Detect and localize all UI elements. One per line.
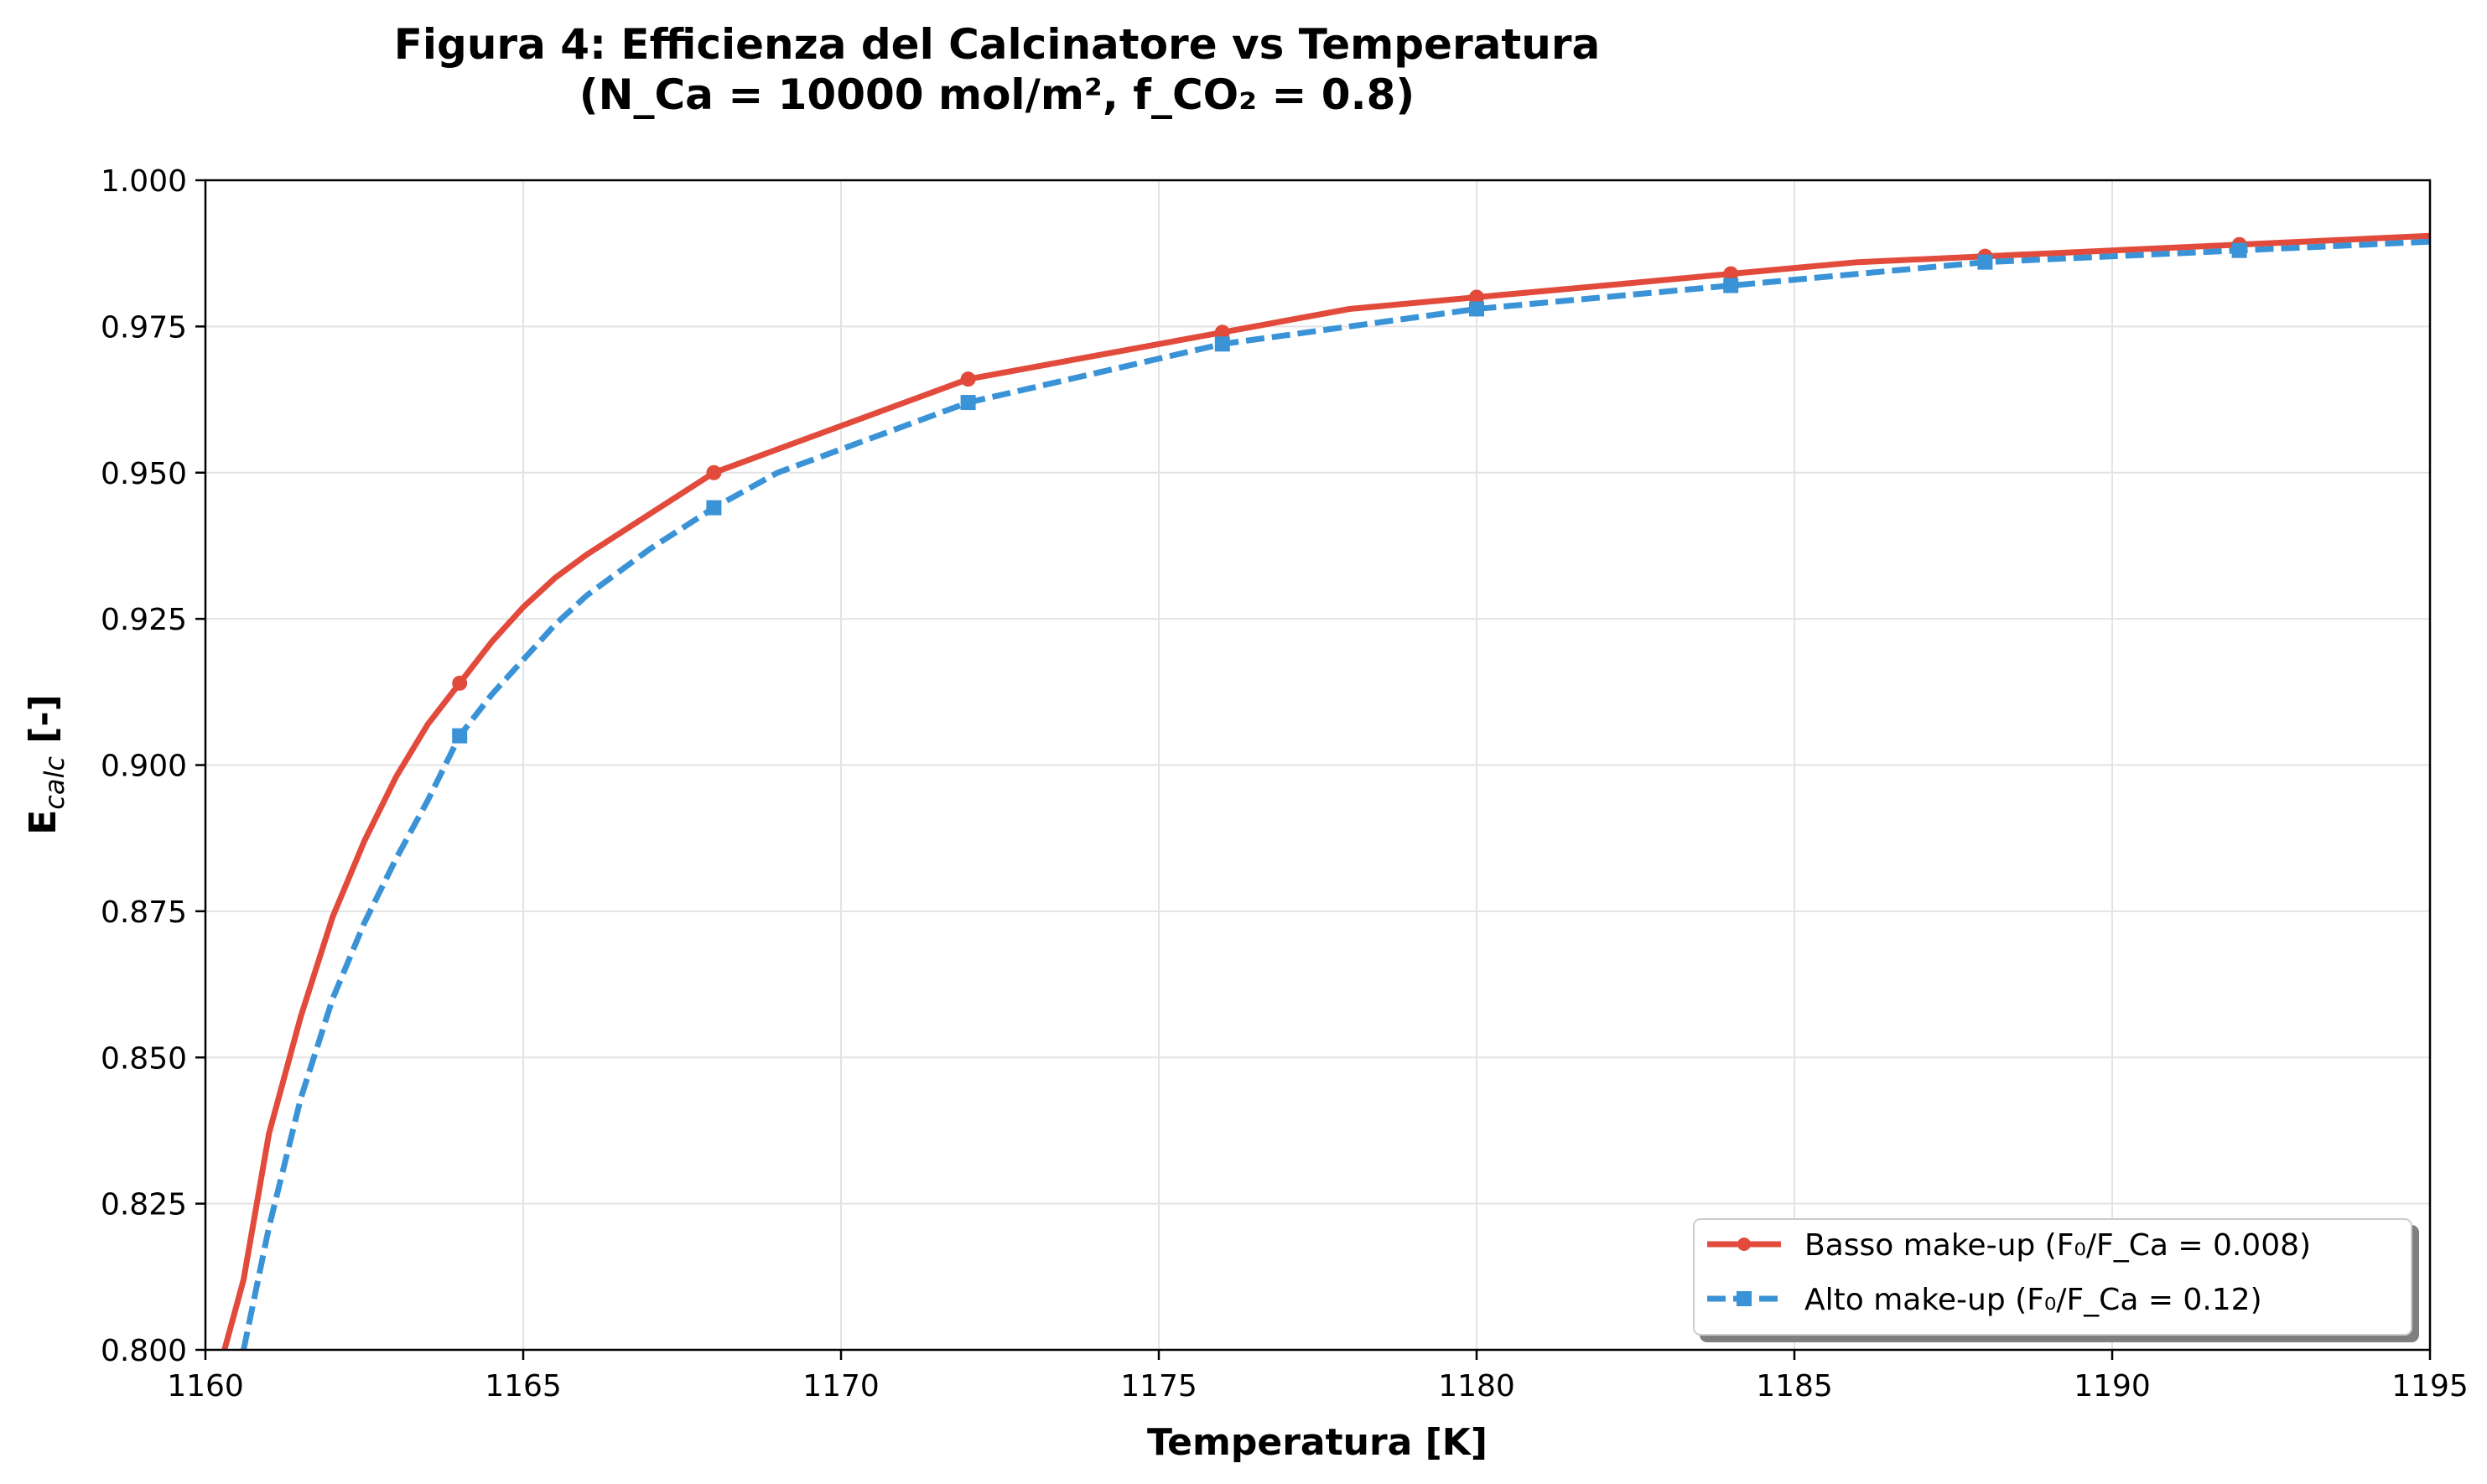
series-1-point [2231,242,2247,258]
series-layer [221,232,2430,1350]
y-axis: 0.800 0.825 0.850 0.875 0.900 0.925 0.950 0.975… [101,164,205,1368]
series-1-point [452,728,468,744]
series-0-point [452,675,468,691]
y-tick-label: 0.800 [101,1334,187,1368]
series-0-point [1214,324,1230,340]
series-0-point [960,371,976,387]
series-0-point [706,464,722,480]
legend-marker-basso [1737,1238,1751,1251]
series-0-point [1469,289,1484,305]
x-tick-label: 1175 [1120,1369,1197,1404]
grid [205,179,2431,1351]
legend-label-basso: Basso make-up (F₀/F_Ca = 0.008) [1804,1228,2311,1263]
y-tick-label: 0.900 [101,750,187,784]
y-axis-label: Ecalc [-] [22,694,70,835]
series-1-point [960,395,976,411]
x-axis: 1160 1165 1170 1175 1180 1185 1190 1195 [167,1350,2469,1404]
series-1-point [1214,336,1230,352]
y-tick-label: 0.975 [101,310,187,345]
series-0-point [1723,266,1739,282]
series-1-point [1469,301,1484,317]
legend-marker-alto [1737,1291,1752,1306]
legend-label-alto: Alto make-up (F₀/F_Ca = 0.12) [1804,1283,2262,1317]
x-tick-label: 1160 [167,1369,244,1404]
y-tick-label: 1.000 [101,164,187,199]
y-axis-label-sub: calc [39,756,70,810]
y-tick-label: 0.825 [101,1188,187,1222]
x-tick-label: 1165 [485,1369,562,1404]
y-axis-label-suffix: [-] [22,694,65,756]
series-1-point [1723,278,1739,293]
series-1-point [706,500,722,516]
series-1-point [1977,254,1993,270]
x-tick-label: 1170 [802,1369,880,1404]
series-line-0 [221,232,2430,1350]
y-tick-label: 0.875 [101,895,187,930]
x-tick-label: 1195 [2391,1369,2469,1404]
x-tick-label: 1190 [2074,1369,2151,1404]
chart-title-line1: Figura 4: Efficienza del Calcinatore vs … [394,20,1601,69]
y-axis-label-main: E [22,810,65,835]
y-tick-label: 0.925 [101,603,187,637]
x-tick-label: 1185 [1756,1369,1833,1404]
chart-title-line2: (N_Ca = 10000 mol/m², f_CO₂ = 0.8) [579,70,1415,119]
series-line-1 [241,238,2430,1350]
x-axis-label: Temperatura [K] [1147,1421,1488,1464]
legend: Basso make-up (F₀/F_Ca = 0.008) Alto mak… [1693,1218,2412,1336]
legend-box [1693,1218,2412,1336]
y-tick-label: 0.950 [101,457,187,491]
y-tick-label: 0.850 [101,1041,187,1076]
x-tick-label: 1180 [1438,1369,1515,1404]
